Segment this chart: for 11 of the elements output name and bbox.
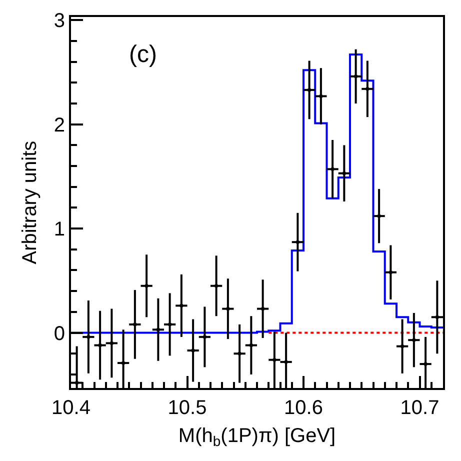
- y-tick-label: 0: [54, 322, 65, 345]
- x-tick-label: 10.6: [284, 397, 323, 419]
- x-tick-label: 10.5: [168, 397, 207, 419]
- y-tick-label: 2: [54, 114, 65, 136]
- y-tick-label: 3: [54, 10, 65, 32]
- x-tick-label: 10.7: [400, 397, 440, 419]
- y-tick-label: 1: [54, 218, 65, 241]
- y-axis-title: Arbitrary units: [18, 140, 41, 264]
- annotation: (c): [129, 41, 157, 68]
- x-tick-label: 10.4: [52, 397, 90, 419]
- x-axis-title: M(h$_{b}$(1P)π) [GeV]: [178, 425, 336, 450]
